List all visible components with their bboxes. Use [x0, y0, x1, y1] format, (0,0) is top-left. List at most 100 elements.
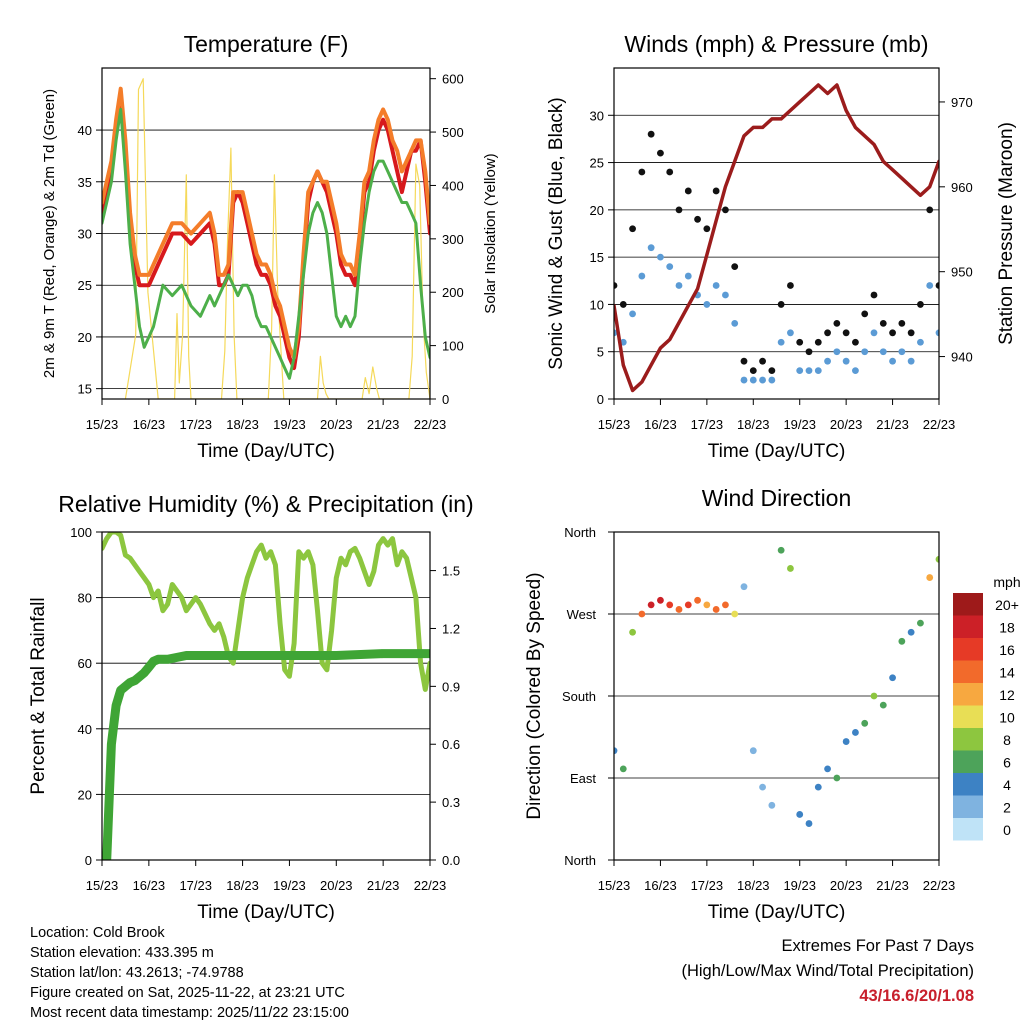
chart2-series-gust-point [861, 310, 869, 318]
chart1-y2label: Solar Insolation (Yellow) [482, 153, 499, 313]
chart2-series-gust-point [870, 291, 878, 299]
chart2-series-gust-point [787, 282, 794, 289]
chart2-series-sonic-wind-point [926, 282, 934, 289]
chart4-series-direction-point [824, 765, 831, 773]
chart4-plot-area [614, 546, 939, 827]
chart1-series-2m-t-line [102, 97, 430, 370]
chart4-legend-swatch [953, 593, 983, 616]
chart4-series-direction-point [814, 783, 822, 791]
chart1-y2tick-label: 100 [442, 339, 464, 354]
chart2-xtick-label: 18/23 [737, 417, 770, 432]
chart2-series-sonic-wind-point [759, 376, 766, 384]
chart2-title: Winds (mph) & Pressure (mb) [624, 31, 928, 57]
chart4-series-direction-point [870, 692, 878, 700]
chart2-series-sonic-wind-point [647, 244, 655, 252]
chart1-frame [101, 67, 431, 400]
chart3-plot-area [102, 532, 430, 860]
chart4-series-direction-point [684, 601, 692, 609]
chart2-y2tick-label: 970 [951, 95, 973, 110]
chart4-series-direction-point [917, 619, 924, 627]
chart2-y2tick-label: 960 [951, 180, 973, 195]
chart1-xtick-label: 22/23 [414, 417, 447, 432]
chart4-legend-label: 14 [999, 665, 1015, 681]
chart3-ylabel: Percent & Total Rainfall [28, 597, 49, 794]
chart1-ytick-label: 35 [78, 175, 92, 190]
chart4-legend-swatch [953, 638, 983, 661]
chart4-legend-label: 10 [999, 710, 1015, 726]
chart4-frame [613, 531, 940, 861]
chart1-y2tick-label: 600 [442, 72, 464, 87]
chart1-ylabel: 2m & 9m T (Red, Orange) & 2m Td (Green) [41, 89, 58, 378]
chart3-xtick-label: 16/23 [133, 878, 166, 893]
chart2-y2tick-label: 950 [951, 265, 973, 280]
chart2-series-sonic-wind-point [824, 357, 831, 365]
chart2-series-sonic-wind-point [638, 272, 646, 280]
chart4-legend-label: 6 [1003, 755, 1011, 771]
chart1-xtick-label: 18/23 [226, 417, 259, 432]
chart2-series-gust-point [638, 168, 646, 176]
chart4-series-direction-point [657, 596, 664, 604]
chart4-legend-swatch [953, 750, 983, 773]
chart3-ytick-label: 60 [78, 656, 92, 671]
location-text: Location: Cold Brook [30, 925, 165, 941]
chart2-series-sonic-wind-point [917, 338, 924, 346]
chart1-series-2m-td-line [102, 107, 430, 380]
chart2-series-gust-point [629, 225, 636, 233]
chart2-series-sonic-wind-point [768, 376, 776, 384]
chart4-legend-swatch [953, 705, 983, 728]
chart2-ytick-label: 10 [590, 297, 604, 312]
chart4-legend-swatch [953, 728, 983, 751]
chart2-series-gust-point [749, 367, 757, 375]
chart1-series-solar-insolation-line [124, 78, 430, 399]
chart1-series-9m-t-line [102, 86, 430, 360]
chart2-series-gust-point [694, 215, 701, 223]
chart2-ytick-label: 30 [590, 108, 604, 123]
chart2-series-sonic-wind-point [722, 291, 729, 299]
chart2-series-sonic-wind-point [796, 367, 804, 375]
chart2-xtick-label: 20/23 [830, 417, 863, 432]
chart4-xtick-label: 21/23 [876, 878, 909, 893]
chart4-legend-swatch [953, 683, 983, 706]
chart4-series-direction-point [796, 811, 804, 818]
chart4-legend-label: 4 [1003, 777, 1011, 793]
chart4-ytick-label: West [567, 607, 597, 622]
chart1-xlabel: Time (Day/UTC) [197, 441, 335, 462]
chart3-xtick-label: 18/23 [226, 878, 259, 893]
chart3-series-relative-humidity-line [102, 532, 430, 692]
chart2-series-station-pressure-line [614, 83, 939, 393]
chart2-series-sonic-wind-point [787, 329, 794, 337]
chart2-series-sonic-wind-point [666, 263, 674, 270]
chart4-series-direction-point [712, 606, 720, 613]
chart2-series-gust-point [657, 149, 664, 157]
chart2-series-gust-point [712, 187, 720, 195]
chart2-series-gust-point [777, 301, 785, 308]
chart2-xtick-label: 15/23 [598, 417, 631, 432]
chart4-series-direction-point [749, 747, 757, 755]
chart1-y2tick-label: 0 [442, 392, 449, 407]
chart4-ylabel: Direction (Colored By Speed) [524, 572, 545, 819]
chart3-frame [101, 531, 431, 861]
chart2-series-sonic-wind-point [777, 338, 785, 346]
chart4-title: Wind Direction [702, 485, 852, 511]
chart2-series-gust-point [833, 319, 841, 327]
chart4-ytick-label: East [570, 771, 596, 786]
chart2-series-sonic-wind-point [898, 348, 906, 356]
chart4-series-direction-point [777, 546, 785, 554]
chart2-series-sonic-wind-point [814, 367, 822, 375]
chart4-xtick-label: 22/23 [923, 878, 956, 893]
chart4-series-direction-point [614, 747, 618, 755]
chart4-series-direction-point [805, 820, 813, 827]
chart2-series-gust-point [619, 301, 627, 308]
chart2-series-gust-point [898, 319, 906, 327]
chart2-series-gust-point [768, 367, 776, 375]
chart2-y2tick-label: 940 [951, 350, 973, 365]
chart2-xlabel: Time (Day/UTC) [708, 441, 846, 462]
elevation-text: Station elevation: 433.395 m [30, 945, 214, 961]
chart2-series-gust-point [935, 282, 939, 289]
chart2-series-gust-point [796, 338, 804, 346]
chart2-ytick-label: 5 [597, 345, 604, 360]
chart2-series-gust-point [684, 187, 692, 195]
chart4-xtick-label: 15/23 [598, 878, 631, 893]
chart2-series-sonic-wind-point [731, 319, 739, 327]
